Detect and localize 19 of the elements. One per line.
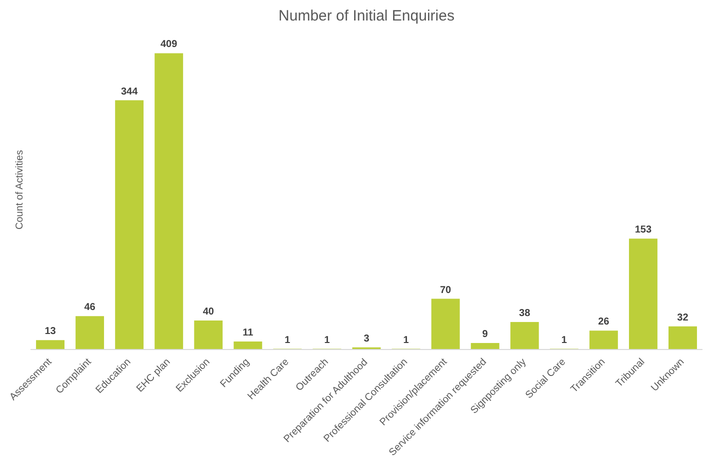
- data-label: 344: [120, 86, 138, 98]
- data-label: 70: [440, 284, 452, 296]
- data-label: 46: [84, 302, 96, 314]
- data-label: 40: [202, 306, 214, 318]
- y-axis-title: Count of Activities: [14, 150, 26, 230]
- data-label: 1: [284, 334, 291, 346]
- data-label: 11: [242, 328, 254, 339]
- data-label: 32: [677, 312, 689, 324]
- data-label: 153: [634, 224, 652, 236]
- data-label: 409: [160, 39, 178, 50]
- data-label: 1: [324, 334, 330, 346]
- data-label: 9: [482, 328, 488, 340]
- data-label: 1: [561, 334, 568, 346]
- data-label: 38: [519, 308, 531, 319]
- data-label: 13: [44, 326, 56, 338]
- data-label: 3: [364, 333, 370, 344]
- data-label: 1: [403, 334, 410, 346]
- data-label: 26: [598, 316, 610, 328]
- chart-title: Number of Initial Enquiries: [278, 8, 454, 24]
